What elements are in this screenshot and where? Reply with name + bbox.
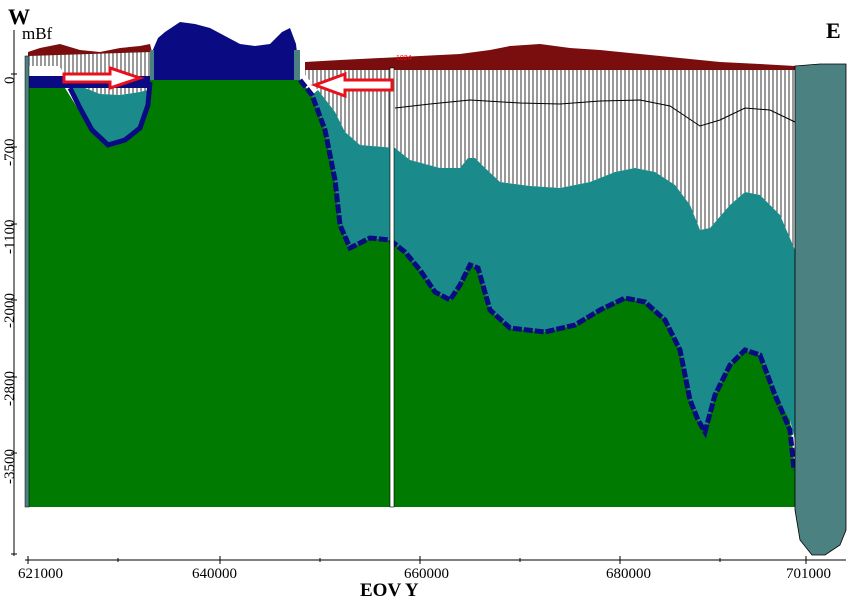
- y-tick-2: -1100: [2, 219, 18, 254]
- y-axis-unit: mBf: [22, 24, 53, 43]
- y-tick-0: 0: [2, 76, 18, 85]
- x-tick-0: 621000: [18, 566, 63, 582]
- hatched-upper-layer: [305, 68, 795, 250]
- neogene-basin-east: [312, 90, 795, 440]
- horst-edge-right: [294, 50, 300, 80]
- east-label: E: [826, 18, 841, 43]
- well-line: [389, 67, 395, 508]
- hatched-upper-layer-west-2: [28, 52, 150, 66]
- arrow-left: [310, 71, 394, 99]
- internal-horizon-line: [394, 99, 796, 127]
- y-axis-ticks: [11, 73, 17, 555]
- basement-top-west: [67, 81, 153, 148]
- y-tick-3: -2000: [2, 293, 18, 328]
- x-tick-2: 660000: [404, 566, 449, 582]
- y-tick-4: -2800: [2, 371, 18, 406]
- topography: [28, 44, 152, 56]
- y-tick-1: -700: [2, 138, 18, 167]
- x-tick-4: 701000: [786, 566, 831, 582]
- east-block: [794, 63, 847, 556]
- well-label: 1024: [396, 55, 412, 62]
- arrow-right: [62, 65, 145, 91]
- neogene-basin-west: [70, 80, 148, 145]
- horst-block: [150, 22, 300, 80]
- west-label: W: [8, 4, 30, 29]
- y-tick-5: -3500: [2, 449, 18, 484]
- x-tick-3: 680000: [606, 566, 651, 582]
- west-edge-bar: [24, 55, 30, 508]
- x-tick-1: 640000: [192, 566, 237, 582]
- topography-east: [305, 44, 795, 70]
- basement: [28, 80, 795, 507]
- x-axis-ticks: [27, 556, 807, 564]
- basement-top-east: [298, 78, 797, 471]
- horst-edge-left: [150, 50, 154, 80]
- x-axis-label: EOV Y: [360, 580, 419, 601]
